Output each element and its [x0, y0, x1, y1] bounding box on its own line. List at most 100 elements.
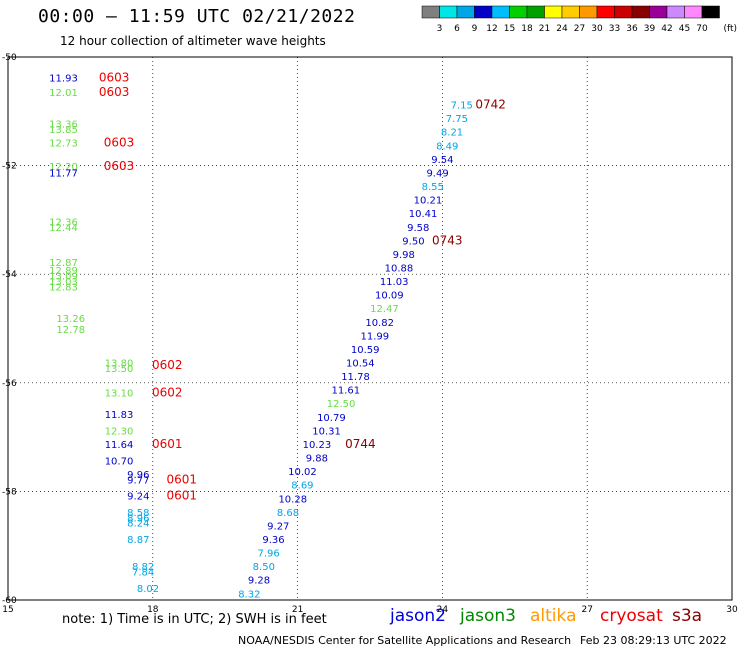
- plot-area: 15 18 21 24 27 30 -50 -52 -54 -56 -58 -60 11.93 12.01…: [2, 53, 738, 612]
- wave-height-point: 12.50: [327, 399, 356, 410]
- wave-height-point: 11.93: [49, 73, 78, 84]
- pass-label: 0603: [104, 136, 135, 150]
- colorbar-label: 42: [661, 24, 672, 34]
- wave-height-point: 11.77: [49, 168, 78, 179]
- wave-height-point: 9.27: [267, 521, 289, 532]
- x-tick-label: 18: [147, 605, 159, 612]
- colorbar-label: 12: [486, 24, 497, 34]
- wave-height-point: 12.73: [49, 139, 78, 150]
- wave-height-point: 8.02: [137, 584, 159, 595]
- chart-subtitle: 12 hour collection of altimeter wave hei…: [60, 34, 326, 48]
- wave-height-point: 9.54: [431, 155, 453, 166]
- colorbar-label: 70: [696, 24, 708, 34]
- wave-height-point: 12.89: [49, 266, 78, 277]
- pass-label: 0603: [99, 70, 130, 84]
- wave-height-point: 8.96: [127, 513, 149, 524]
- y-tick-label: -54: [2, 270, 17, 280]
- wave-height-point: 10.79: [317, 413, 346, 424]
- x-tick-label: 30: [726, 605, 738, 612]
- wave-height-point: 11.83: [105, 410, 134, 421]
- wave-height-point: 13.09: [49, 272, 78, 283]
- x-tick-label: 24: [437, 605, 449, 612]
- wave-height-point: 9.36: [262, 535, 284, 546]
- colorbar-label: 9: [472, 24, 478, 34]
- legend-cryosat: cryosat: [600, 606, 663, 626]
- wave-height-point: 8.58: [127, 508, 149, 519]
- wave-height-point: 12.78: [56, 325, 85, 336]
- wave-height-point: 11.61: [332, 386, 361, 397]
- wave-height-point: 9.28: [248, 576, 270, 587]
- wave-height-point: 9.77: [127, 475, 149, 486]
- wave-height-point: 8.69: [291, 481, 313, 492]
- colorbar-label: 36: [626, 24, 638, 34]
- colorbar-label: 33: [609, 24, 620, 34]
- wave-height-point: 12.20: [49, 162, 78, 173]
- wave-height-point: 8.49: [436, 141, 458, 152]
- wave-height-point: 12.83: [49, 282, 78, 293]
- wave-height-point: 9.50: [402, 236, 424, 247]
- y-tick-label: -50: [2, 53, 17, 63]
- colorbar-label: 18: [521, 24, 533, 34]
- legend-altika: altika: [530, 606, 577, 626]
- plot-frame: [7, 56, 733, 601]
- wave-height-point: 10.02: [288, 467, 317, 478]
- x-tick-label: 27: [581, 605, 592, 612]
- wave-height-point: 10.21: [414, 196, 443, 207]
- wave-height-point: 7.96: [258, 549, 280, 560]
- wave-height-point: 10.70: [105, 456, 134, 467]
- pass-label: 0601: [166, 472, 197, 486]
- wave-height-point: 12.87: [49, 258, 78, 269]
- wave-height-point: 13.36: [49, 120, 78, 131]
- wave-height-point: 12.47: [370, 304, 399, 315]
- generated-timestamp: Feb 23 08:29:13 UTC 2022: [580, 634, 727, 647]
- wave-height-point: 12.36: [49, 217, 78, 228]
- pass-label: 0744: [345, 437, 376, 451]
- legend-jason2: jason2: [390, 606, 446, 626]
- wave-height-point: 9.24: [127, 492, 149, 503]
- colorbar-label: 6: [454, 24, 460, 34]
- y-tick-label: -58: [2, 487, 17, 497]
- x-tick-label: 21: [292, 605, 303, 612]
- wave-height-point: 13.10: [105, 388, 134, 399]
- wave-height-point: 9.58: [407, 223, 429, 234]
- pass-label: 0602: [152, 385, 183, 399]
- wave-height-point: 8.87: [127, 535, 149, 546]
- wave-height-point: 13.26: [56, 314, 85, 325]
- wave-height-point: 7.15: [451, 101, 473, 112]
- wave-height-point: 10.31: [312, 426, 341, 437]
- wave-height-point: 10.28: [278, 494, 307, 505]
- x-tick-label: 15: [2, 605, 13, 612]
- wave-height-point: 13.03: [49, 277, 78, 288]
- wave-height-point: 8.50: [253, 562, 275, 573]
- colorbar-label: 30: [591, 24, 603, 34]
- wave-height-point: 10.88: [385, 263, 414, 274]
- wave-height-point: 11.99: [361, 331, 390, 342]
- wave-height-point: 8.82: [132, 562, 154, 573]
- colorbar-label: 24: [556, 24, 568, 34]
- pass-label: 0602: [152, 358, 183, 372]
- colorbar-swatch: [701, 5, 720, 19]
- legend-jason3: jason3: [460, 606, 516, 626]
- wave-height-point: 8.32: [238, 589, 260, 600]
- colorbar-label: 21: [539, 24, 550, 34]
- pass-label: 0601: [152, 437, 183, 451]
- wave-height-point: 9.88: [306, 454, 328, 465]
- wave-height-point: 13.50: [105, 364, 134, 375]
- wave-height-point: 9.96: [127, 470, 149, 481]
- wave-height-point: 7.75: [446, 114, 468, 125]
- wave-height-point: 7.84: [132, 568, 154, 579]
- color-scale-bar: 3 6 9 12 15 18 21 24 27 30 33 36 39 42 45 70 (ft): [421, 5, 737, 34]
- colorbar-label: 27: [574, 24, 585, 34]
- chart-title: 00:00 — 11:59 UTC 02/21/2022: [38, 6, 356, 27]
- wave-height-point: 8.68: [277, 508, 299, 519]
- pass-label: 0743: [432, 233, 463, 247]
- pass-label: 0601: [166, 489, 197, 503]
- wave-height-point: 12.44: [49, 223, 78, 234]
- wave-height-point: 10.54: [346, 359, 375, 370]
- wave-height-point: 10.41: [409, 209, 438, 220]
- wave-height-point: 10.59: [351, 345, 380, 356]
- wave-height-point: 8.24: [127, 519, 149, 530]
- wave-height-point: 10.09: [375, 291, 404, 302]
- wave-height-point: 9.98: [393, 250, 415, 261]
- footer-note: note: 1) Time is in UTC; 2) SWH is in fe…: [62, 612, 327, 627]
